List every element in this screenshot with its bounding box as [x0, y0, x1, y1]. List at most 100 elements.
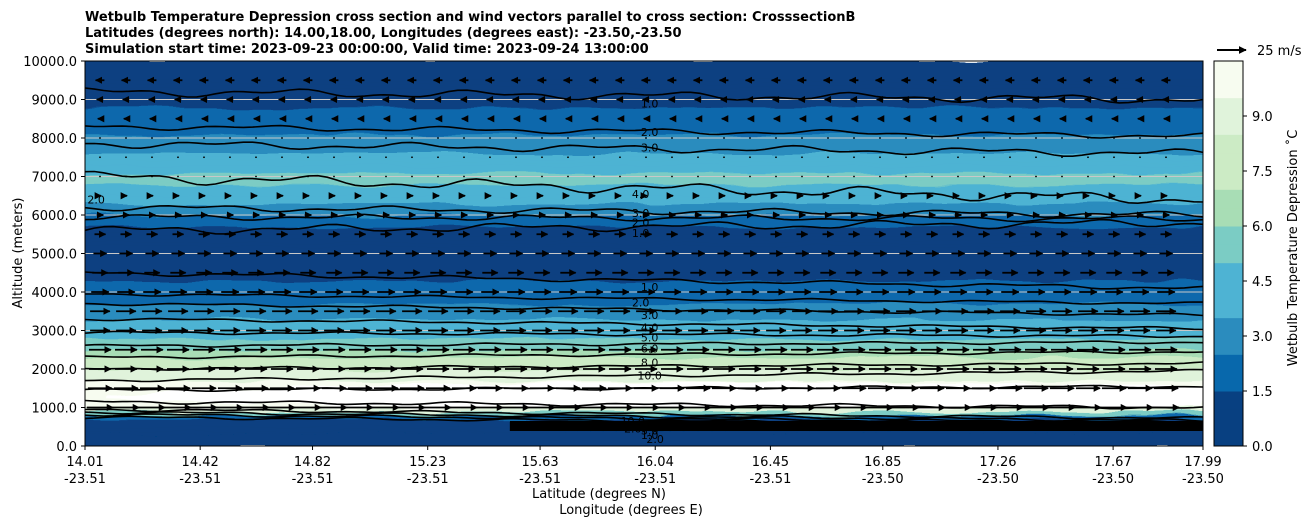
- wind-vector: [151, 175, 153, 178]
- wind-vector: [645, 156, 647, 159]
- wind-vector: [99, 156, 101, 159]
- wind-vector: [645, 175, 647, 178]
- wind-vector: [619, 137, 621, 139]
- field-band: [85, 64, 1203, 70]
- wind-vector: [151, 156, 153, 159]
- wind-vector: [1035, 175, 1037, 178]
- contour-line: [85, 141, 1203, 157]
- colorbar-segment: [1214, 336, 1243, 355]
- y-axis: 0.0 1000.0 2000.0 3000.0 4000.0 5000.0 6000.0 7…: [23, 55, 85, 455]
- colorbar-segment: [1214, 116, 1243, 135]
- wind-vector: [671, 137, 673, 139]
- wind-vector: [749, 156, 751, 159]
- contour-label: 5.0: [641, 331, 659, 344]
- field-band: [85, 145, 1203, 151]
- wind-vector: [723, 156, 725, 159]
- field-band: [85, 245, 1203, 251]
- wind-vector: [671, 156, 673, 159]
- field-band: [85, 229, 1203, 235]
- wind-vector: [1139, 156, 1141, 159]
- wind-vector: [801, 156, 803, 159]
- field-band: [85, 83, 1203, 89]
- contour-label: 3.0: [641, 425, 659, 438]
- wind-vector: [1139, 175, 1141, 178]
- depression-field: [85, 61, 1203, 446]
- wind-vector: [827, 175, 829, 178]
- field-band: [85, 368, 1203, 374]
- contour-label: 2.0: [646, 433, 664, 446]
- wind-vector: [333, 156, 335, 159]
- x-tick-label-latitude: 17.99: [1184, 455, 1221, 470]
- field-band: [85, 356, 1203, 362]
- wind-vector: [697, 156, 699, 159]
- colorbar-segment: [1214, 97, 1243, 117]
- wind-vector: [1139, 137, 1141, 139]
- field-band: [85, 314, 1203, 320]
- x-axis: 14.01 -23.51 14.42 -23.51 14.82 -23.51 15.23 -2…: [64, 446, 1224, 487]
- wind-vector: [983, 175, 985, 178]
- contour-line: [85, 399, 1203, 410]
- contour-line: [85, 124, 1203, 139]
- wind-vector: [515, 137, 517, 139]
- field-band: [85, 133, 1203, 139]
- contour-label: 2.0: [632, 296, 650, 309]
- contour-label: 10.0: [637, 370, 662, 383]
- x-tick-label-longitude: -23.51: [179, 472, 221, 487]
- wind-vector: [619, 156, 621, 159]
- colorbar-tick-label: 9.0: [1252, 110, 1273, 125]
- field-band: [85, 148, 1203, 154]
- wind-vector: [879, 175, 881, 178]
- wind-vector: [1087, 156, 1089, 159]
- field-band: [85, 206, 1203, 212]
- field-band: [85, 125, 1203, 131]
- wind-vector: [177, 156, 179, 159]
- chart-title-line-2: Latitudes (degrees north): 14.00,18.00, …: [85, 26, 682, 41]
- wind-vector: [229, 137, 231, 139]
- field-band: [85, 299, 1203, 305]
- field-band: [85, 252, 1203, 258]
- field-band: [85, 349, 1203, 355]
- contour-label: 2.0: [87, 194, 105, 207]
- x-tick-label-longitude: -23.50: [1092, 472, 1134, 487]
- wind-vector: [541, 175, 543, 178]
- wind-vector: [151, 137, 153, 139]
- field-band: [85, 71, 1203, 77]
- y-tick-label: 10000.0: [23, 55, 77, 70]
- wind-vector: [567, 137, 569, 139]
- wind-vector: [203, 137, 205, 139]
- boundary-layer-contour-band: [509, 420, 1203, 431]
- wind-vector: [489, 156, 491, 159]
- wind-vector: [827, 137, 829, 139]
- x-tick-label-longitude: -23.50: [1182, 472, 1224, 487]
- wind-vector: [1035, 137, 1037, 139]
- wind-vector: [203, 175, 205, 178]
- contour-line: [85, 293, 1203, 305]
- wind-vector: [1113, 175, 1115, 178]
- contour-label: 3.0: [641, 142, 659, 155]
- field-band: [85, 376, 1203, 382]
- field-band: [85, 237, 1203, 243]
- wind-vector: [385, 175, 387, 178]
- colorbar-tick-label: 0.0: [1252, 440, 1273, 455]
- field-band: [85, 302, 1203, 308]
- contour-line: [85, 213, 1203, 223]
- field-band: [85, 141, 1203, 147]
- y-tick-label: 7000.0: [32, 171, 78, 186]
- contour-label: 2.0: [641, 126, 659, 139]
- wind-vector: [463, 175, 465, 178]
- wind-vector: [255, 156, 257, 159]
- wind-vector: [593, 137, 595, 139]
- wind-vector: [385, 156, 387, 159]
- wind-vector: [515, 156, 517, 159]
- contour-label: 2.0: [632, 217, 650, 230]
- x-tick-label-latitude: 15.63: [521, 455, 558, 470]
- field-band: [85, 225, 1203, 231]
- y-tick-label: 9000.0: [32, 94, 78, 109]
- colorbar-tick-label: 3.0: [1252, 330, 1273, 345]
- field-band: [85, 249, 1203, 255]
- field-band: [85, 329, 1203, 335]
- x-tick-label-longitude: -23.51: [634, 472, 676, 487]
- y-tick-label: 0.0: [56, 440, 77, 455]
- wind-vector: [1165, 156, 1167, 159]
